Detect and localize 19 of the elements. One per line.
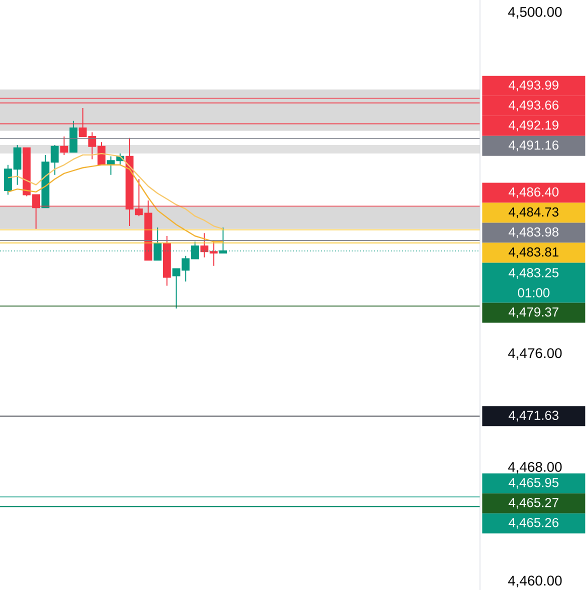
ref-line-label: 4,483.98 xyxy=(508,227,558,238)
ref-line-label: 4,471.63 xyxy=(508,410,558,422)
y-tick-label: 4,500.00 xyxy=(508,7,562,19)
ref-line-label: 4,486.40 xyxy=(508,187,558,198)
ref-line-label: 4,479.37 xyxy=(508,307,558,318)
ref-line-label: 4,483.25 xyxy=(508,268,558,279)
y-tick-label: 4,460.00 xyxy=(508,576,562,588)
ref-line-label: 4,491.16 xyxy=(508,140,558,152)
ref-line-label: 4,483.81 xyxy=(508,247,558,258)
ref-line-label: 4,492.19 xyxy=(508,120,558,132)
ref-line-label: 4,465.26 xyxy=(508,518,558,529)
y-tick-label: 4,468.00 xyxy=(508,462,562,474)
ref-line-label: 4,465.95 xyxy=(508,478,558,489)
ref-line-label: 4,493.66 xyxy=(508,100,558,112)
text: 01:00 xyxy=(518,288,550,298)
y-tick-label: 4,476.00 xyxy=(508,348,562,360)
ref-line-label: 4,465.27 xyxy=(508,498,558,509)
ref-line-label: 4,493.99 xyxy=(508,80,558,92)
ref-line-label: 4,484.73 xyxy=(508,207,558,218)
